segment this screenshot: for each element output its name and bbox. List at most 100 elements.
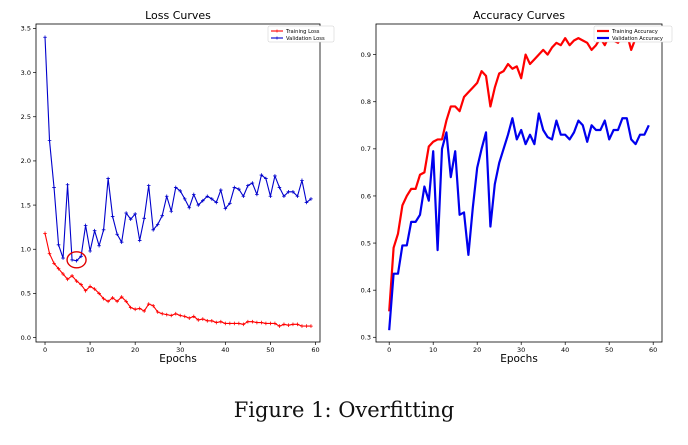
data-point — [282, 322, 286, 327]
data-point — [164, 194, 169, 199]
data-point — [52, 261, 56, 266]
data-point — [246, 319, 250, 324]
data-point — [291, 322, 295, 327]
plot-frame — [35, 23, 321, 343]
data-point — [255, 192, 259, 197]
data-point — [164, 312, 169, 317]
data-point — [187, 316, 192, 320]
legend-entry: Validation Accuracy — [612, 36, 663, 42]
data-point — [246, 183, 250, 188]
data-point — [304, 324, 309, 328]
x-tick-label: 10 — [429, 346, 437, 354]
data-point — [182, 314, 187, 319]
y-tick-label: 0.3 — [361, 334, 371, 342]
data-point — [169, 313, 174, 318]
data-point — [277, 324, 282, 328]
data-point — [219, 188, 223, 192]
data-point — [61, 256, 65, 260]
series-line-0 — [388, 30, 650, 312]
data-point — [74, 279, 79, 283]
data-point — [151, 303, 156, 308]
data-point — [83, 288, 88, 293]
data-point — [133, 307, 137, 312]
y-tick-label: 0.0 — [21, 334, 31, 342]
data-point — [70, 258, 74, 262]
data-point — [101, 296, 106, 301]
y-tick-label: 3.0 — [21, 69, 31, 77]
data-point — [61, 272, 65, 276]
data-point — [142, 216, 146, 221]
data-point — [43, 35, 47, 40]
data-point — [151, 228, 156, 232]
data-point — [115, 232, 119, 237]
data-point — [259, 320, 264, 325]
y-tick-label: 2.0 — [21, 157, 31, 165]
data-point — [300, 324, 304, 328]
x-axis-label: Epochs — [500, 353, 538, 365]
x-tick-label: 40 — [561, 346, 569, 354]
chart-title: Loss Curves — [145, 9, 211, 22]
legend-marker — [275, 36, 279, 40]
data-point — [56, 243, 61, 247]
data-point — [47, 251, 52, 256]
data-point — [228, 321, 232, 326]
data-point — [295, 322, 300, 327]
data-point — [219, 319, 223, 324]
data-point — [65, 277, 70, 282]
series-line-1 — [44, 37, 312, 262]
data-point — [264, 176, 268, 181]
data-point — [241, 322, 246, 327]
data-point — [56, 266, 61, 271]
y-tick-label: 0.8 — [361, 98, 371, 106]
data-point — [137, 238, 142, 243]
data-point — [74, 258, 79, 263]
x-tick-label: 10 — [86, 346, 94, 354]
data-point — [191, 192, 196, 197]
legend-entry: Training Loss — [285, 29, 320, 35]
data-point — [241, 194, 246, 199]
x-tick-label: 50 — [266, 346, 274, 354]
data-point — [142, 309, 146, 313]
x-tick-label: 0 — [43, 346, 47, 354]
legend-entry: Training Accuracy — [611, 29, 658, 35]
data-point — [200, 198, 205, 203]
data-point — [92, 228, 97, 233]
data-point — [214, 320, 219, 325]
data-point — [97, 291, 101, 296]
data-point — [146, 183, 151, 188]
data-point — [237, 321, 241, 326]
data-point — [155, 222, 160, 227]
data-point — [264, 321, 268, 326]
chart-title: Accuracy Curves — [473, 9, 565, 22]
y-tick-label: 0.5 — [361, 239, 371, 247]
y-tick-label: 3.5 — [21, 25, 31, 33]
data-point — [304, 200, 309, 205]
annotation-circle — [66, 251, 87, 269]
data-point — [223, 321, 228, 326]
data-point — [291, 190, 295, 194]
x-tick-label: 20 — [131, 346, 139, 354]
data-point — [133, 212, 137, 216]
data-point — [160, 311, 165, 316]
data-point — [169, 209, 174, 214]
data-point — [119, 240, 124, 244]
data-point — [191, 314, 196, 319]
data-point — [146, 302, 151, 306]
data-point — [273, 174, 277, 178]
data-point — [282, 194, 286, 199]
data-point — [92, 287, 97, 291]
figure-caption: Figure 1: Overfitting — [233, 398, 455, 422]
data-point — [128, 305, 133, 310]
data-point — [228, 201, 232, 206]
data-point — [309, 197, 313, 201]
y-tick-label: 0.6 — [361, 192, 371, 200]
legend-marker — [275, 29, 279, 33]
data-point — [128, 217, 133, 222]
data-point — [259, 173, 264, 177]
series-line-0 — [44, 233, 311, 327]
data-point — [52, 185, 56, 190]
data-point — [173, 311, 178, 316]
data-point — [210, 319, 214, 323]
data-point — [70, 273, 74, 278]
data-point — [277, 185, 282, 190]
